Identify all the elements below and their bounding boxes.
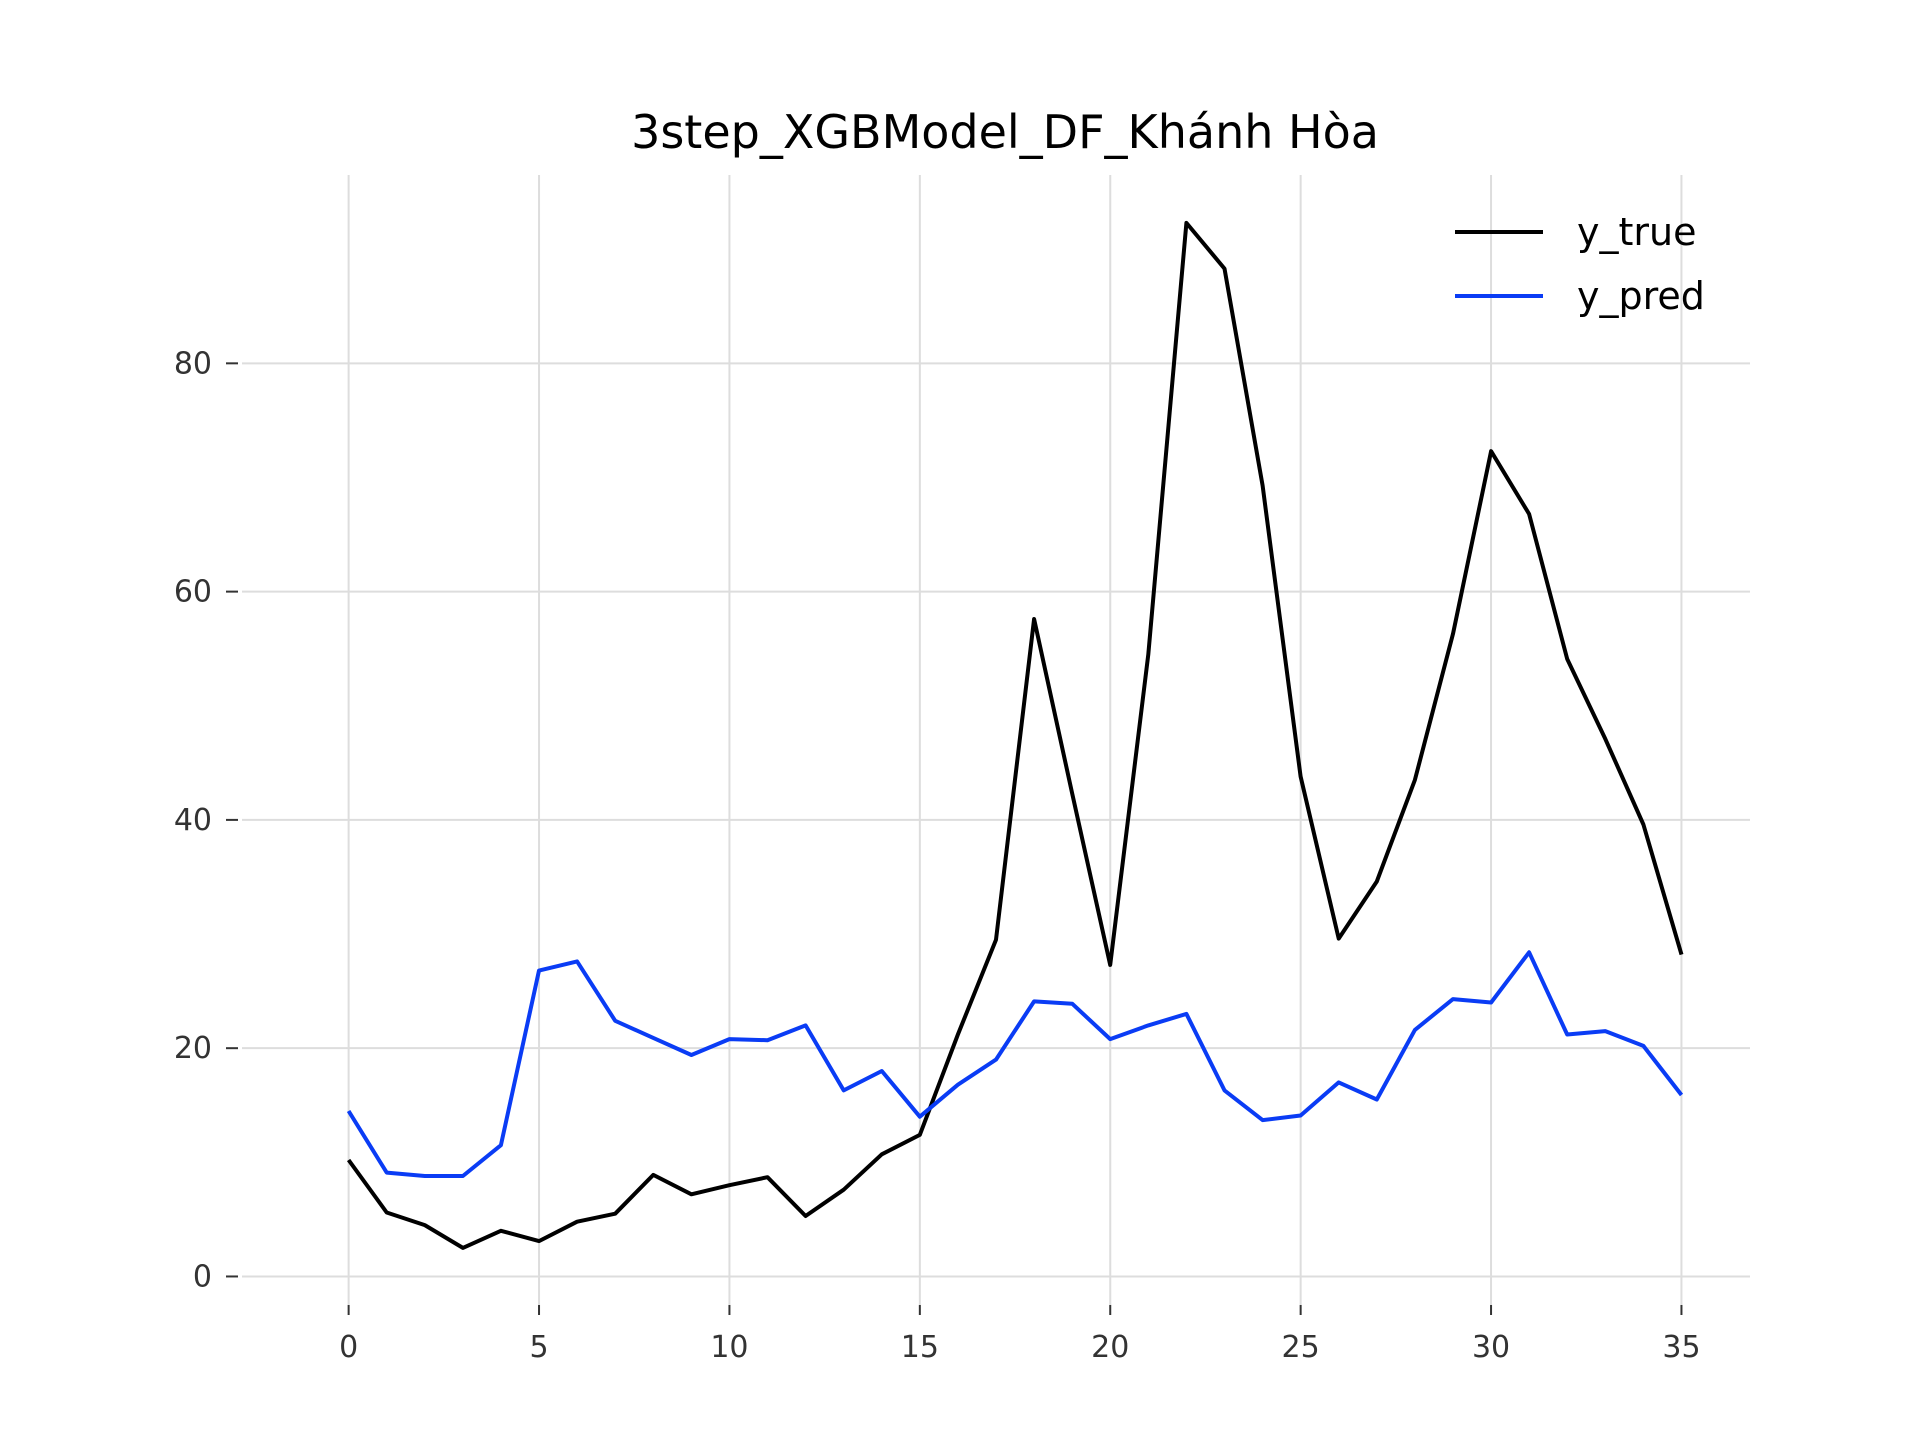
y-tick-label: 0	[193, 1259, 212, 1294]
x-tick-label: 20	[1091, 1330, 1129, 1365]
legend-label-y-true: y_true	[1577, 210, 1696, 254]
series-line-y-true	[346, 220, 1684, 1250]
x-tick-label: 30	[1472, 1330, 1510, 1365]
x-tick-label: 0	[339, 1330, 358, 1365]
x-tick-label: 10	[710, 1330, 748, 1365]
series-line-y-pred	[346, 950, 1684, 1178]
x-tick-label: 35	[1662, 1330, 1700, 1365]
legend-label-y-pred: y_pred	[1577, 274, 1705, 318]
chart-title: 3step_XGBModel_DF_Khánh Hòa	[631, 105, 1379, 159]
y-tick-label: 60	[174, 575, 212, 610]
y-tick-label: 40	[174, 803, 212, 838]
y-tick-label: 80	[174, 346, 212, 381]
axes: 0 5 10 15 20 25 30 35 0 20 40 60 80	[174, 346, 1701, 1365]
legend: y_true y_pred	[1455, 210, 1705, 318]
x-tick-label: 5	[529, 1330, 548, 1365]
x-tick-label: 25	[1282, 1330, 1320, 1365]
grid	[242, 175, 1750, 1305]
y-tick-label: 20	[174, 1031, 212, 1066]
plot-series	[346, 220, 1684, 1250]
x-tick-label: 15	[901, 1330, 939, 1365]
